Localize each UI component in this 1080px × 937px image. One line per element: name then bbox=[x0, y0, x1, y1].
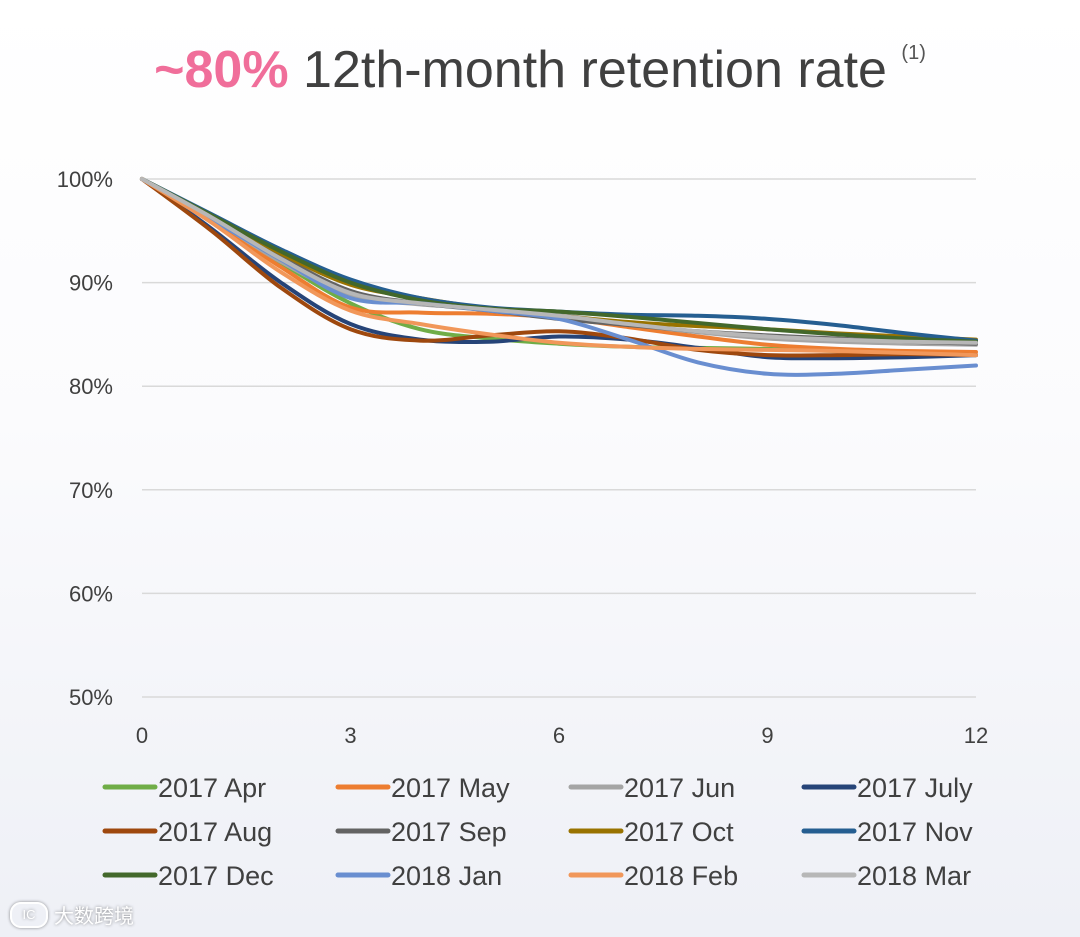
legend-label-2017-oct: 2017 Oct bbox=[624, 817, 734, 847]
legend-label-2018-mar: 2018 Mar bbox=[857, 861, 971, 891]
watermark: IC 大数跨境 bbox=[10, 900, 134, 929]
legend-label-2018-jan: 2018 Jan bbox=[391, 861, 502, 891]
series-line-2017-aug bbox=[140, 177, 978, 358]
legend-label-2017-jun: 2017 Jun bbox=[624, 773, 735, 803]
legend-label-2017-aug: 2017 Aug bbox=[158, 817, 272, 847]
y-tick-label: 90% bbox=[69, 271, 113, 296]
x-tick-label: 6 bbox=[553, 723, 565, 748]
x-tick-label: 0 bbox=[136, 723, 148, 748]
series-line-2017-dec bbox=[140, 177, 978, 344]
y-tick-label: 80% bbox=[69, 374, 113, 399]
x-tick-label: 12 bbox=[964, 723, 988, 748]
title-highlight: ~80% bbox=[154, 41, 289, 99]
y-tick-label: 50% bbox=[69, 685, 113, 710]
legend-label-2018-feb: 2018 Feb bbox=[624, 861, 738, 891]
y-axis-ticks: 50% 60% 70% 80% 90% 100% bbox=[57, 167, 113, 710]
grid-layer bbox=[142, 178, 976, 698]
series-line-2017-july bbox=[140, 177, 978, 361]
series-line-2018-mar bbox=[140, 177, 978, 345]
legend: 2017 Apr 2017 May 2017 Jun 2017 July 2017 Au… bbox=[102, 773, 973, 891]
legend-label-2017-apr: 2017 Apr bbox=[158, 773, 266, 803]
y-tick-label: 100% bbox=[57, 167, 113, 192]
legend-label-2017-nov: 2017 Nov bbox=[857, 817, 973, 847]
series-layer bbox=[140, 177, 978, 377]
watermark-text: 大数跨境 bbox=[54, 906, 134, 928]
y-tick-label: 60% bbox=[69, 581, 113, 606]
series-line-2017-apr bbox=[140, 177, 978, 358]
x-axis-ticks: 0 3 6 9 12 bbox=[136, 723, 988, 748]
legend-label-2017-sep: 2017 Sep bbox=[391, 817, 507, 847]
series-line-2018-feb bbox=[140, 177, 978, 358]
legend-label-2017-dec: 2017 Dec bbox=[158, 861, 274, 891]
title-footnote: (1) bbox=[901, 42, 926, 64]
x-tick-label: 3 bbox=[344, 723, 356, 748]
title-text: 12th-month retention rate bbox=[303, 41, 887, 99]
watermark-logo-icon: IC bbox=[10, 901, 48, 928]
legend-label-2017-july: 2017 July bbox=[857, 773, 973, 803]
x-tick-label: 9 bbox=[761, 723, 773, 748]
y-tick-label: 70% bbox=[69, 478, 113, 503]
chart-title: ~80% 12th-month retention rate (1) bbox=[0, 40, 1080, 100]
legend-label-2017-may: 2017 May bbox=[391, 773, 510, 803]
